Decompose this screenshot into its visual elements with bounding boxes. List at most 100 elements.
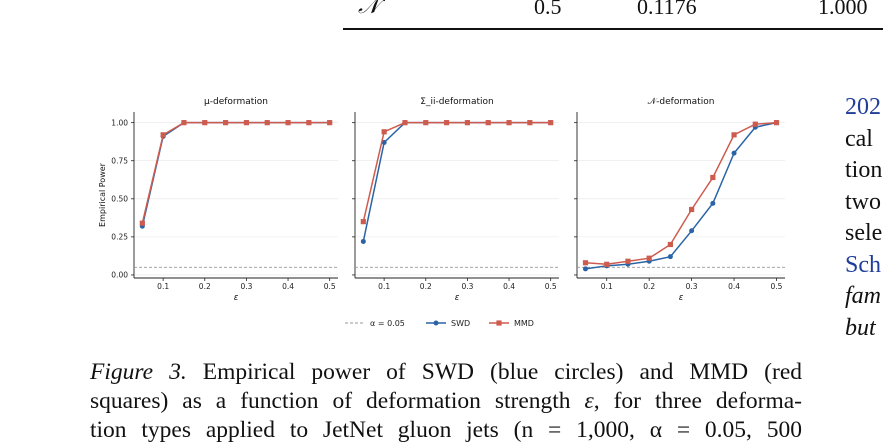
data-point-mmd: [548, 120, 554, 126]
y-tick-label: 0.25: [111, 233, 128, 242]
right-col-line[interactable]: 202: [845, 94, 881, 120]
data-point-mmd: [527, 120, 533, 126]
series-line-mmd: [585, 121, 777, 266]
x-tick-label: 0.3: [686, 282, 698, 291]
panel-2: 0.1 0.2 0.3 0.4 0.5 Σ_ii-deformation ε: [352, 97, 559, 303]
table-cell-dist: 𝒩: [358, 0, 380, 19]
right-col-line: sele: [845, 220, 883, 246]
panel-title: Σ_ii-deformation: [420, 97, 493, 107]
legend-swd-marker: [433, 320, 439, 326]
data-point-mmd: [625, 258, 631, 264]
data-point-mmd: [285, 120, 291, 126]
data-point-mmd: [604, 261, 610, 267]
x-tick-label: 0.3: [240, 282, 252, 291]
x-tick-label: 0.5: [771, 282, 783, 291]
x-tick-label: 0.4: [728, 282, 740, 291]
legend: α = 0.05 SWD MMD: [345, 319, 534, 328]
figure-caption: Figure 3. Empirical power of SWD (blue c…: [90, 358, 802, 445]
y-tick-label: 0.00: [111, 271, 128, 280]
x-axis-label: ε: [455, 293, 460, 303]
x-tick-label: 0.1: [157, 282, 169, 291]
data-point-mmd: [710, 174, 716, 181]
x-axis-label: ε: [679, 293, 684, 303]
data-point-mmd: [327, 120, 333, 126]
series-line-swd: [141, 121, 330, 227]
right-col-line[interactable]: Sch: [845, 251, 881, 278]
legend-mmd-label: MMD: [514, 319, 534, 328]
data-point-swd: [381, 139, 387, 145]
x-tick-label: 0.5: [545, 282, 557, 291]
right-col-line: tion: [845, 157, 883, 183]
table-cell-stat: 0.1176: [637, 0, 697, 19]
data-point-mmd: [402, 120, 408, 126]
data-point-swd: [667, 254, 673, 260]
data-point-mmd: [773, 120, 780, 126]
x-tick-label: 0.2: [420, 282, 432, 291]
right-col-line: but: [845, 314, 876, 341]
y-tick-label: 0.50: [111, 195, 128, 204]
data-point-swd: [731, 150, 737, 156]
data-point-mmd: [752, 121, 758, 127]
right-col-line: two: [845, 188, 881, 215]
caption-text-1: Empirical power of SWD (blue circles) an…: [202, 359, 802, 385]
data-point-mmd: [464, 120, 471, 126]
table-cell-eps: 0.5: [534, 0, 562, 19]
data-point-swd: [689, 228, 695, 234]
table-cell-power: 1.000: [818, 0, 868, 19]
table-bottom-rule: [343, 28, 883, 30]
data-point-swd: [582, 266, 588, 272]
data-point-mmd: [139, 220, 145, 226]
data-point-mmd: [443, 120, 450, 126]
data-point-mmd: [202, 120, 208, 126]
series-line-mmd: [141, 121, 330, 224]
x-tick-label: 0.2: [199, 282, 211, 291]
data-point-mmd: [243, 120, 250, 126]
data-point-mmd: [731, 132, 737, 138]
data-point-mmd: [360, 219, 366, 225]
y-tick-label: 0.75: [111, 156, 128, 165]
data-point-mmd: [264, 120, 270, 126]
series-line-swd: [362, 121, 551, 242]
series-line-mmd: [362, 121, 551, 222]
data-point-mmd: [689, 206, 695, 213]
data-point-mmd: [222, 120, 229, 126]
data-point-mmd: [582, 260, 589, 266]
right-col-line: cal: [845, 125, 873, 152]
x-tick-label: 0.3: [461, 282, 473, 291]
caption-line-3: tion types applied to JetNet gluon jets …: [90, 417, 802, 443]
data-point-swd: [360, 238, 366, 244]
data-point-mmd: [646, 255, 652, 261]
caption-line-1: Figure 3. Empirical power of SWD (blue c…: [90, 358, 802, 387]
y-axis-label: Empirical Power: [98, 162, 107, 227]
x-tick-label: 0.4: [282, 282, 294, 291]
caption-line-2: squares) as a function of deformation st…: [90, 388, 803, 414]
figure-3-plots: 0.00 0.25 0.50 0.75 1.00 0.1 0.2 0.3 0.4 0.5 μ-def…: [98, 97, 785, 328]
legend-swd-label: SWD: [451, 319, 470, 328]
data-point-mmd: [160, 132, 166, 138]
panel-3: 0.1 0.2 0.3 0.4 0.5 𝒩-deformation ε: [574, 97, 785, 303]
data-point-mmd: [485, 120, 491, 126]
data-point-mmd: [506, 120, 512, 126]
y-tick-label: 1.00: [111, 118, 128, 127]
x-tick-label: 0.1: [601, 282, 613, 291]
right-column-text: 202 cal tion two sele Sch fam but: [845, 92, 882, 344]
legend-threshold-label: α = 0.05: [370, 319, 405, 328]
panel-title: 𝒩-deformation: [648, 97, 715, 107]
data-point-mmd: [381, 129, 387, 135]
panel-1: 0.00 0.25 0.50 0.75 1.00 0.1 0.2 0.3 0.4 0.5 μ-def…: [98, 97, 338, 303]
data-point-mmd: [181, 120, 187, 126]
legend-mmd-marker: [496, 320, 502, 326]
data-point-mmd: [667, 241, 673, 248]
x-tick-label: 0.1: [378, 282, 390, 291]
figure-3: 0.00 0.25 0.50 0.75 1.00 0.1 0.2 0.3 0.4 0.5 μ-def…: [88, 90, 808, 340]
data-point-mmd: [423, 120, 429, 126]
right-col-line: fam: [845, 283, 881, 309]
series-line-swd: [585, 121, 777, 270]
x-tick-label: 0.5: [324, 282, 336, 291]
data-point-swd: [710, 200, 716, 206]
caption-label: Figure 3.: [90, 359, 187, 385]
x-tick-label: 0.2: [643, 282, 655, 291]
table-fragment: 𝒩 0.5 0.1176 1.000: [0, 0, 883, 32]
data-point-mmd: [306, 120, 312, 126]
panel-title: μ-deformation: [204, 97, 268, 107]
